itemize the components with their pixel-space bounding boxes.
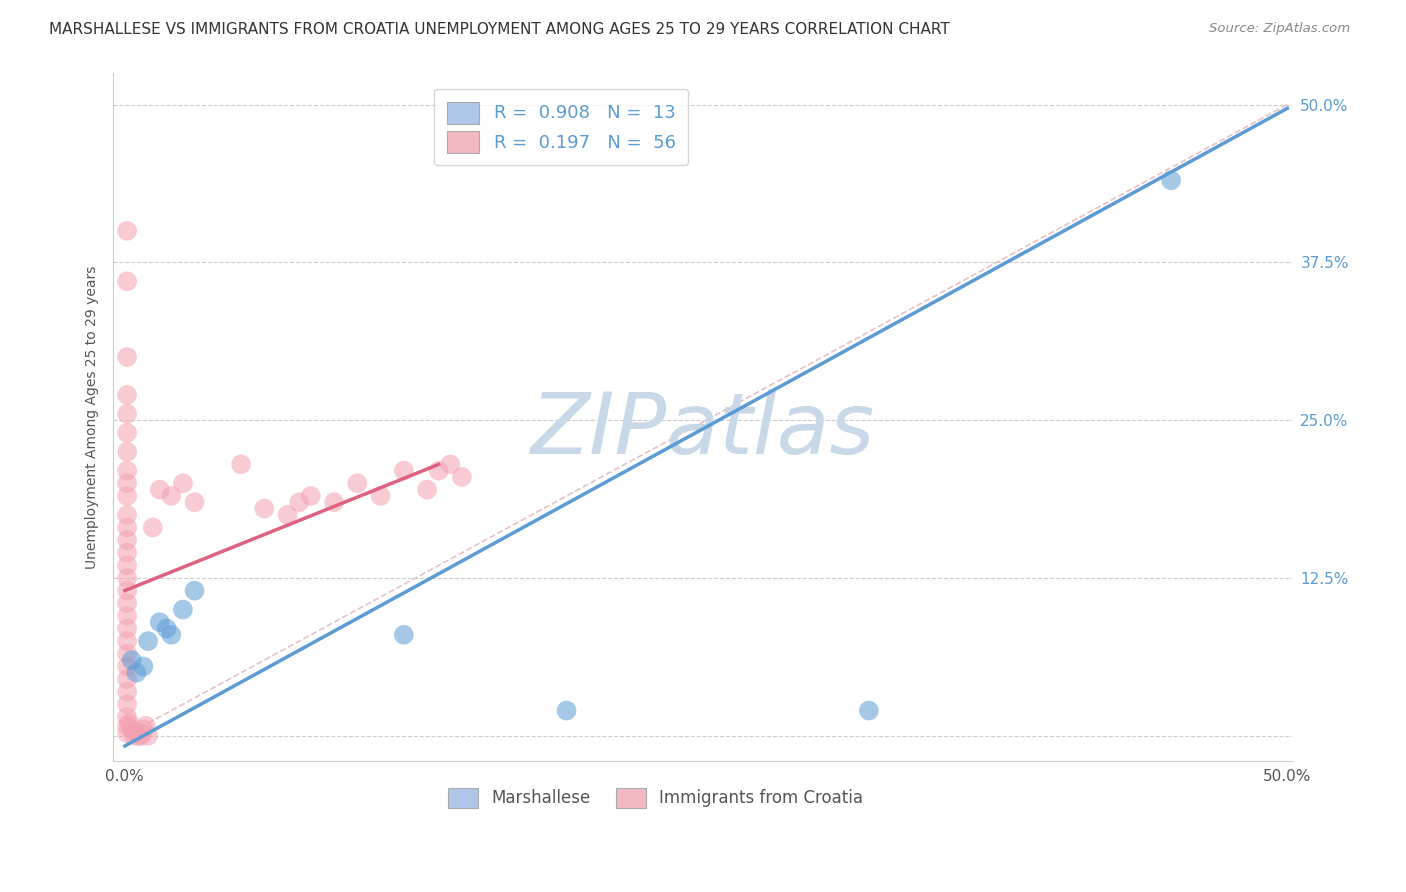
- Point: [125, 725, 148, 739]
- Point: [136, 729, 159, 743]
- Point: [229, 458, 252, 472]
- Point: [115, 698, 138, 712]
- Point: [115, 224, 138, 238]
- Point: [115, 464, 138, 478]
- Point: [288, 495, 311, 509]
- Point: [370, 489, 392, 503]
- Point: [135, 719, 157, 733]
- Point: [115, 350, 138, 364]
- Point: [132, 659, 155, 673]
- Point: [115, 719, 138, 733]
- Point: [115, 684, 138, 698]
- Point: [115, 533, 138, 548]
- Y-axis label: Unemployment Among Ages 25 to 29 years: Unemployment Among Ages 25 to 29 years: [86, 265, 100, 569]
- Point: [128, 729, 150, 743]
- Point: [115, 274, 138, 288]
- Point: [142, 520, 165, 534]
- Point: [1160, 173, 1182, 187]
- Point: [172, 602, 194, 616]
- Point: [115, 608, 138, 623]
- Point: [149, 615, 172, 630]
- Point: [115, 634, 138, 648]
- Point: [121, 723, 143, 737]
- Point: [439, 458, 461, 472]
- Point: [115, 489, 138, 503]
- Point: [115, 710, 138, 724]
- Point: [115, 444, 138, 458]
- Point: [427, 464, 450, 478]
- Point: [115, 476, 138, 491]
- Point: [115, 672, 138, 686]
- Point: [299, 489, 322, 503]
- Point: [115, 596, 138, 610]
- Text: Source: ZipAtlas.com: Source: ZipAtlas.com: [1209, 22, 1350, 36]
- Text: ZIPatlas: ZIPatlas: [530, 389, 875, 472]
- Point: [115, 520, 138, 534]
- Legend: Marshallese, Immigrants from Croatia: Marshallese, Immigrants from Croatia: [441, 781, 869, 814]
- Point: [253, 501, 276, 516]
- Point: [323, 495, 346, 509]
- Point: [115, 647, 138, 661]
- Point: [346, 476, 368, 491]
- Point: [115, 407, 138, 421]
- Point: [392, 628, 415, 642]
- Point: [132, 723, 155, 737]
- Point: [172, 476, 194, 491]
- Point: [183, 583, 205, 598]
- Point: [118, 716, 141, 731]
- Point: [129, 729, 152, 743]
- Point: [160, 628, 183, 642]
- Point: [451, 470, 474, 484]
- Point: [121, 653, 143, 667]
- Point: [136, 634, 159, 648]
- Point: [125, 665, 148, 680]
- Point: [115, 583, 138, 598]
- Point: [183, 495, 205, 509]
- Point: [115, 726, 138, 740]
- Point: [277, 508, 299, 522]
- Point: [160, 489, 183, 503]
- Point: [149, 483, 172, 497]
- Point: [115, 508, 138, 522]
- Point: [115, 558, 138, 573]
- Point: [115, 571, 138, 585]
- Point: [115, 425, 138, 440]
- Point: [416, 483, 439, 497]
- Point: [392, 464, 415, 478]
- Point: [555, 704, 578, 718]
- Point: [115, 622, 138, 636]
- Point: [156, 622, 179, 636]
- Point: [122, 729, 145, 743]
- Text: MARSHALLESE VS IMMIGRANTS FROM CROATIA UNEMPLOYMENT AMONG AGES 25 TO 29 YEARS CO: MARSHALLESE VS IMMIGRANTS FROM CROATIA U…: [49, 22, 950, 37]
- Point: [858, 704, 880, 718]
- Point: [115, 659, 138, 673]
- Point: [115, 388, 138, 402]
- Point: [115, 546, 138, 560]
